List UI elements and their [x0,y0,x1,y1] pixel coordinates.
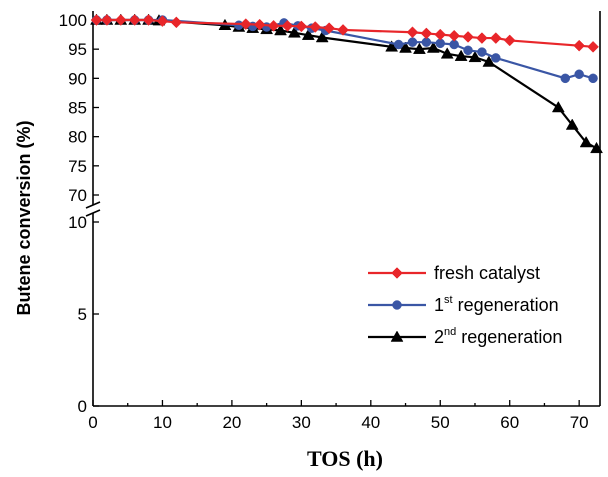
legend-label-rest: regeneration [453,295,559,315]
legend-label: 2nd regeneration [434,326,562,347]
data-point [90,14,103,26]
series-0 [90,14,599,53]
x-tick-label: 60 [500,413,519,432]
legend-label-base: fresh catalyst [434,263,540,283]
y-tick-label: 85 [68,99,87,118]
legend-marker [390,330,404,342]
legend-item-1: 1st regeneration [368,294,559,315]
data-point [239,18,252,30]
data-point [337,24,349,36]
data-point [434,28,447,41]
y-axis-title: Butene conversion (%) [14,120,34,315]
y-tick-label: 80 [68,128,87,147]
y-tick-label: 0 [78,397,87,416]
data-point [448,29,461,42]
x-tick-label: 30 [292,413,311,432]
data-point [573,39,586,52]
y-tick-label: 90 [68,69,87,88]
data-point [551,100,565,113]
data-point [477,47,487,57]
data-point [253,18,266,31]
data-point [412,42,426,54]
legend-label-rest: regeneration [456,327,562,347]
data-point [142,14,155,26]
x-tick-label: 40 [361,413,380,432]
data-point [462,31,474,43]
data-point [489,32,502,44]
axis-break-mark [85,201,101,209]
data-point [170,16,183,29]
data-point [587,40,599,53]
legend-label-sup: nd [444,326,456,338]
legend-item-2: 2nd regeneration [368,326,562,347]
plot-area: 0 10 20 30 40 50 60 70 70 75 80 85 90 95 100 0 5 10 [59,11,603,432]
data-point [128,14,141,26]
y-tick-label: 70 [68,186,87,205]
legend-label-sup: st [444,294,453,306]
data-point [420,27,433,40]
data-point [476,32,488,44]
data-point [393,39,404,50]
data-point [281,19,294,32]
legend-label-base: 1 [434,295,444,315]
data-point [156,15,169,28]
x-axis-title: TOS (h) [307,446,383,471]
data-point [426,41,440,53]
axis-break-gap [89,204,97,214]
data-point [287,26,301,38]
y-tick-label: 100 [59,11,87,30]
data-point [560,73,571,84]
data-point [574,69,584,79]
data-point [274,23,287,36]
data-point [315,30,329,43]
x-tick-label: 20 [222,413,241,432]
x-tick-label: 10 [153,413,172,432]
y-tick-label: 75 [68,157,87,176]
data-point [407,37,418,47]
axis-break-mark [85,209,101,217]
data-point [101,14,113,26]
data-point [491,53,501,63]
data-point [267,19,280,32]
data-point [440,47,454,59]
data-point [503,34,516,47]
data-point [301,28,315,40]
y-tick-label: 5 [78,305,87,324]
data-point [323,22,335,35]
data-point [482,55,496,67]
data-point [399,41,412,53]
y-tick-label: 10 [68,213,87,232]
series-line [96,18,598,150]
x-tick-label: 0 [88,413,97,432]
data-point [114,14,127,26]
legend-item-0: fresh catalyst [368,263,540,283]
series-1 [91,15,598,84]
data-point [463,45,473,56]
x-tick-label: 50 [431,413,450,432]
legend-marker [391,267,403,279]
data-point [295,20,308,33]
data-point [565,118,579,130]
data-point [588,73,598,84]
legend-label-base: 2 [434,327,444,347]
data-point [579,135,593,148]
data-point [468,50,482,63]
legend-marker [392,300,402,310]
data-point [406,26,419,39]
data-point [309,21,322,33]
data-point [454,49,468,61]
legend-label: 1st regeneration [434,294,559,315]
x-tick-label: 70 [570,413,589,432]
legend-label: fresh catalyst [434,263,540,283]
data-point [590,141,603,154]
y-tick-label: 95 [68,40,87,59]
